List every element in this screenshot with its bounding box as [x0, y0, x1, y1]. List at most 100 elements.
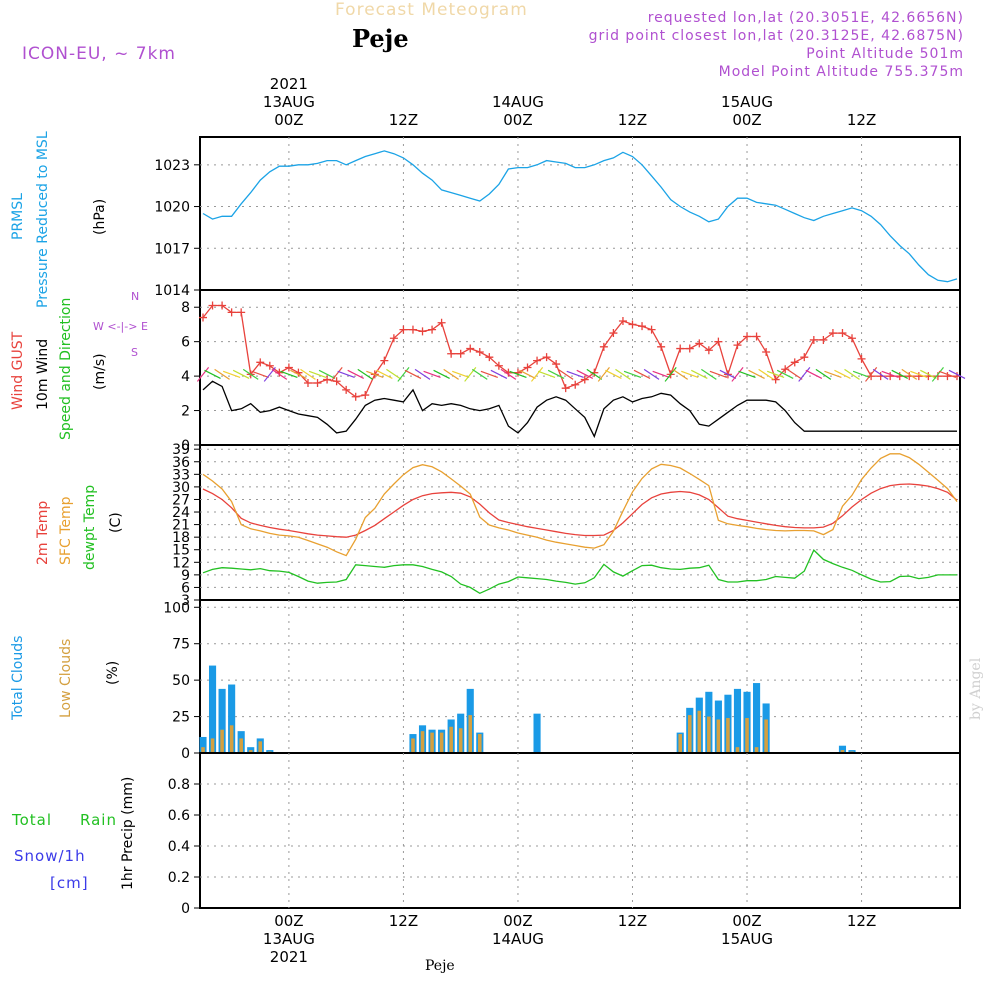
wind-arrow — [738, 370, 756, 379]
gust-marker — [475, 348, 484, 356]
top-axis-time: 00Z — [274, 111, 304, 129]
low-cloud-bar — [449, 726, 453, 753]
model-altitude: Model Point Altitude 755.375m — [718, 64, 964, 80]
ytick-label-temp: 15 — [172, 543, 190, 559]
label-cm: [cm] — [50, 874, 89, 892]
ytick-label-clouds: 50 — [172, 673, 190, 689]
compass-n: N — [131, 290, 140, 303]
ytick-label-temp: 9 — [181, 568, 190, 584]
gust-marker — [809, 335, 818, 344]
grid-point-coords: grid point closest lon,lat (20.3125E, 42… — [588, 28, 964, 44]
ytick-label-pressure: 1014 — [154, 283, 190, 299]
wind-arrow — [891, 369, 909, 379]
ytick-label-wind: 8 — [181, 300, 190, 316]
ytick-label-clouds: 25 — [172, 710, 190, 726]
gust-marker — [552, 360, 561, 369]
low-cloud-bar — [707, 716, 711, 753]
label-total: Total — [12, 811, 53, 829]
gust-marker — [437, 318, 446, 327]
gust-marker — [743, 332, 752, 341]
gust-marker — [561, 384, 570, 393]
ytick-label-temp: 21 — [172, 518, 190, 534]
total-cloud-bar — [838, 745, 847, 753]
footer-location: Peje — [425, 958, 455, 974]
ytick-label-temp: 39 — [172, 442, 190, 458]
wind-arrow — [443, 368, 459, 380]
wind-arrow — [576, 369, 594, 379]
gust-marker — [533, 356, 542, 365]
wind-arrow — [709, 370, 728, 379]
low-cloud-bar — [478, 734, 482, 753]
low-cloud-bar — [258, 741, 263, 753]
wind-arrow — [214, 368, 230, 380]
gust-marker — [714, 337, 723, 346]
series-sfc-temp — [202, 453, 958, 557]
label-2m-temp: 2m Temp — [35, 500, 51, 565]
label-prmsl: PRMSL — [10, 193, 26, 240]
wind-arrow — [731, 366, 744, 382]
wind-arrow — [537, 370, 556, 379]
wind-arrow — [881, 370, 899, 379]
wind-arrow — [852, 370, 871, 379]
compass-s: S — [131, 346, 138, 359]
wind-arrow — [672, 368, 689, 380]
gust-marker — [361, 391, 370, 400]
gust-marker — [695, 339, 704, 348]
gust-marker — [914, 372, 923, 381]
wind-arrow — [566, 370, 584, 379]
gust-marker — [351, 392, 360, 401]
gust-marker — [418, 327, 427, 336]
wind-arrow — [471, 368, 488, 380]
gust-marker — [456, 349, 465, 358]
wind-arrow — [834, 369, 851, 379]
wind-arrow — [865, 366, 878, 382]
ytick-label-temp: 18 — [172, 530, 190, 546]
label-percent: (%) — [105, 660, 121, 685]
label-dewpt-temp: dewpt Temp — [82, 484, 98, 570]
wind-arrow — [452, 370, 470, 379]
wind-arrow — [931, 366, 944, 382]
wind-arrow — [386, 368, 402, 380]
gust-marker — [790, 358, 799, 367]
gust-marker — [313, 379, 322, 387]
label-rain: Rain — [80, 811, 117, 829]
wind-arrow — [242, 368, 259, 380]
low-cloud-bar — [229, 725, 234, 753]
label-pressure-msl: Pressure Reduced to MSL — [35, 131, 51, 308]
gust-marker — [828, 329, 837, 338]
wind-arrow — [557, 368, 574, 380]
ytick-label-temp: 6 — [181, 580, 190, 596]
ytick-label-precip: 0.2 — [168, 870, 190, 886]
wind-arrow — [691, 369, 708, 379]
ytick-label-wind: 4 — [181, 369, 190, 385]
label-ms: (m/s) — [92, 353, 108, 390]
wind-arrow — [376, 369, 393, 379]
wind-arrow — [633, 369, 651, 379]
ytick-label-pressure: 1017 — [154, 241, 190, 257]
wind-arrow — [872, 368, 889, 380]
label-snow: Snow/1h — [14, 847, 86, 865]
wind-arrow — [910, 370, 928, 379]
top-axis-time: 12Z — [846, 111, 877, 129]
gust-marker — [571, 380, 580, 389]
panel-frame-precip — [199, 752, 961, 909]
low-cloud-bar — [735, 747, 740, 753]
wind-arrow — [530, 366, 544, 382]
total-cloud-bar — [753, 683, 761, 753]
label-sfc-temp: SFC Temp — [58, 496, 74, 565]
gust-marker — [599, 342, 608, 351]
low-cloud-bar — [220, 729, 224, 753]
wind-arrow — [337, 370, 355, 379]
gust-marker — [609, 329, 618, 338]
panel-frame-temp — [199, 444, 961, 601]
wind-arrow — [423, 370, 441, 379]
series-2m-temp — [202, 483, 958, 538]
low-cloud-bar — [764, 719, 768, 753]
series-prmsl — [202, 150, 958, 283]
top-axis-year: 2021 — [269, 75, 308, 93]
low-cloud-bar — [248, 750, 253, 753]
gust-marker — [933, 372, 942, 381]
gust-marker — [323, 375, 332, 384]
label-celsius: (C) — [108, 512, 124, 533]
